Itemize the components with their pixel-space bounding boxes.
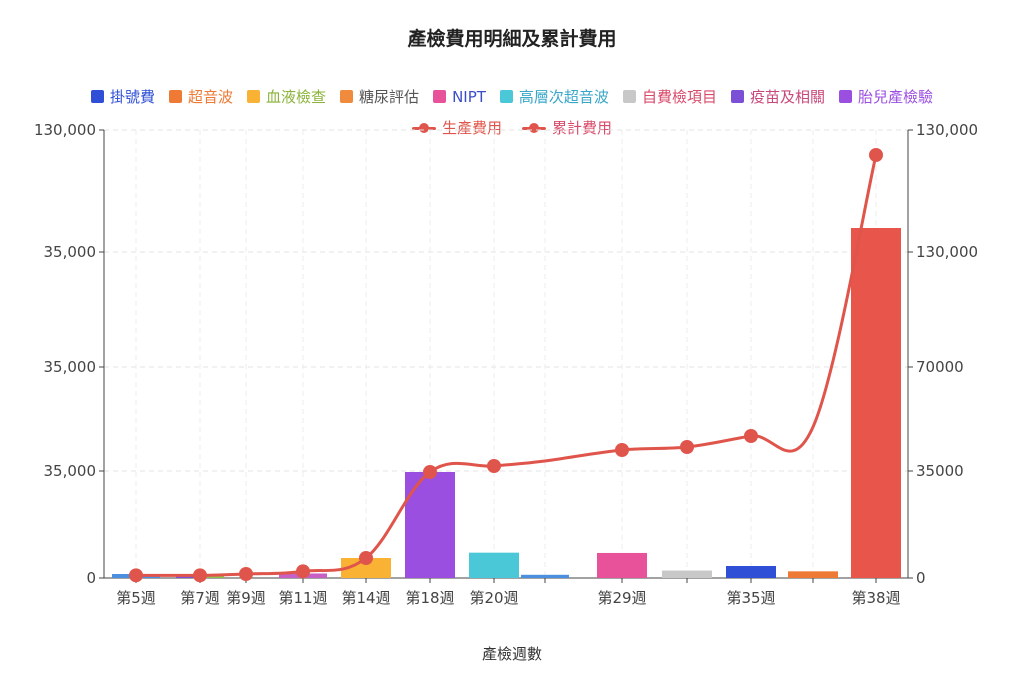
x-tick-label: 第18週 [405, 589, 454, 607]
x-tick-label: 第29週 [597, 589, 646, 607]
legend-swatch [433, 90, 447, 103]
legend-item[interactable]: 胎兒產檢驗 [838, 86, 933, 107]
cumulative-point-第20週 [487, 459, 501, 473]
legend-label: 超音波 [188, 88, 234, 106]
y-tick-label-left: 0 [86, 569, 96, 587]
x-tick-label: 第11週 [278, 589, 327, 607]
y-tick-label-left: 35,000 [44, 462, 97, 480]
y-tick-label-right: 70000 [916, 358, 964, 376]
y-tick-label-right: 35000 [916, 462, 964, 480]
legend-label: 累計費用 [552, 119, 613, 137]
y-tick-label-right: 130,000 [916, 121, 978, 139]
bar-超音波 [788, 571, 838, 578]
legend-swatch [91, 90, 104, 103]
bar-生產費用 [851, 228, 901, 578]
legend-swatch [340, 90, 354, 103]
cumulative-point-第9週 [239, 567, 253, 581]
bar-高層次超音波 [469, 552, 519, 578]
bar-第7週 [202, 575, 224, 578]
legend-swatch [169, 90, 183, 103]
bar-掛號費 [726, 566, 776, 578]
x-tick-label: 第20週 [469, 589, 518, 607]
legend-label: 血液檢查 [266, 88, 327, 106]
legend-label: 自費檢項目 [641, 88, 717, 106]
y-tick-label-left: 35,000 [44, 243, 97, 261]
legend-item[interactable]: 疫苗及相關 [730, 86, 825, 107]
bar-自費檢項目 [662, 570, 712, 578]
y-tick-label-right: 0 [916, 569, 926, 587]
bar-第24週 [521, 574, 569, 578]
cumulative-point-第38週 [869, 148, 883, 162]
cumulative-line [135, 154, 878, 577]
legend-item[interactable]: NIPT [433, 86, 486, 107]
x-axis-title: 產檢週數 [481, 645, 542, 663]
legend-item[interactable]: 超音波 [169, 86, 233, 107]
legend-swatch [499, 90, 513, 103]
legend-label: 胎兒產檢驗 [857, 88, 933, 106]
cumulative-point-第5週 [129, 568, 143, 583]
chart-title: 產檢費用明細及累計費用 [407, 28, 617, 50]
legend-label: 生產費用 [441, 119, 502, 137]
legend-item[interactable]: 掛號費 [91, 86, 155, 107]
x-tick-label: 第38週 [851, 589, 900, 607]
legend-label: 高層次超音波 [518, 88, 609, 106]
legend-label: 疫苗及相關 [749, 88, 825, 106]
legend-line-swatch [411, 121, 436, 135]
cumulative-point-第7週 [193, 568, 207, 583]
bar-胎兒產檢驗 [405, 472, 455, 578]
legend-row-bars: 掛號費 超音波 血液檢查 糖尿評估 NIPT 高層次超音波 自費檢項目 疫苗及相關 胎兒產檢驗 [0, 86, 1024, 107]
cumulative-point-第18週 [423, 465, 437, 479]
cumulative-point-第35週 [744, 429, 758, 443]
x-tick-label: 第14週 [341, 589, 390, 607]
legend-item[interactable]: 累計費用 [522, 117, 612, 138]
x-tick-label: 第7週 [180, 589, 220, 607]
cumulative-point-第29週 [615, 443, 629, 457]
bar-血液檢查 [341, 558, 391, 578]
cumulative-point-第11週 [296, 564, 310, 579]
legend-swatch [247, 90, 261, 103]
legend-row-lines: 生產費用 累計費用 [0, 117, 1024, 138]
legend-label: 掛號費 [110, 88, 156, 106]
legend-item[interactable]: 自費檢項目 [622, 86, 717, 107]
y-tick-label-right: 130,000 [916, 243, 978, 261]
legend-item[interactable]: 血液檢查 [247, 86, 326, 107]
legend-item[interactable]: 糖尿評估 [340, 86, 419, 107]
bar-NIPT [597, 552, 647, 578]
legend-swatch [730, 90, 744, 103]
legend-line-swatch [522, 121, 546, 135]
cumulative-point-第14週 [359, 551, 373, 565]
legend-item[interactable]: 高層次超音波 [499, 86, 609, 107]
x-tick-label: 第35週 [726, 589, 775, 607]
y-tick-label-left: 130,000 [34, 121, 96, 139]
legend-label: NIPT [452, 87, 486, 106]
legend-swatch [838, 90, 852, 103]
y-tick-label-left: 35,000 [44, 358, 97, 376]
x-tick-label: 第9週 [226, 589, 266, 607]
legend-label: 糖尿評估 [359, 88, 420, 106]
cumulative-point-第32週 [680, 440, 694, 454]
x-tick-label: 第5週 [116, 589, 156, 607]
legend-item[interactable]: 生產費用 [411, 117, 502, 138]
legend-swatch [622, 90, 636, 103]
